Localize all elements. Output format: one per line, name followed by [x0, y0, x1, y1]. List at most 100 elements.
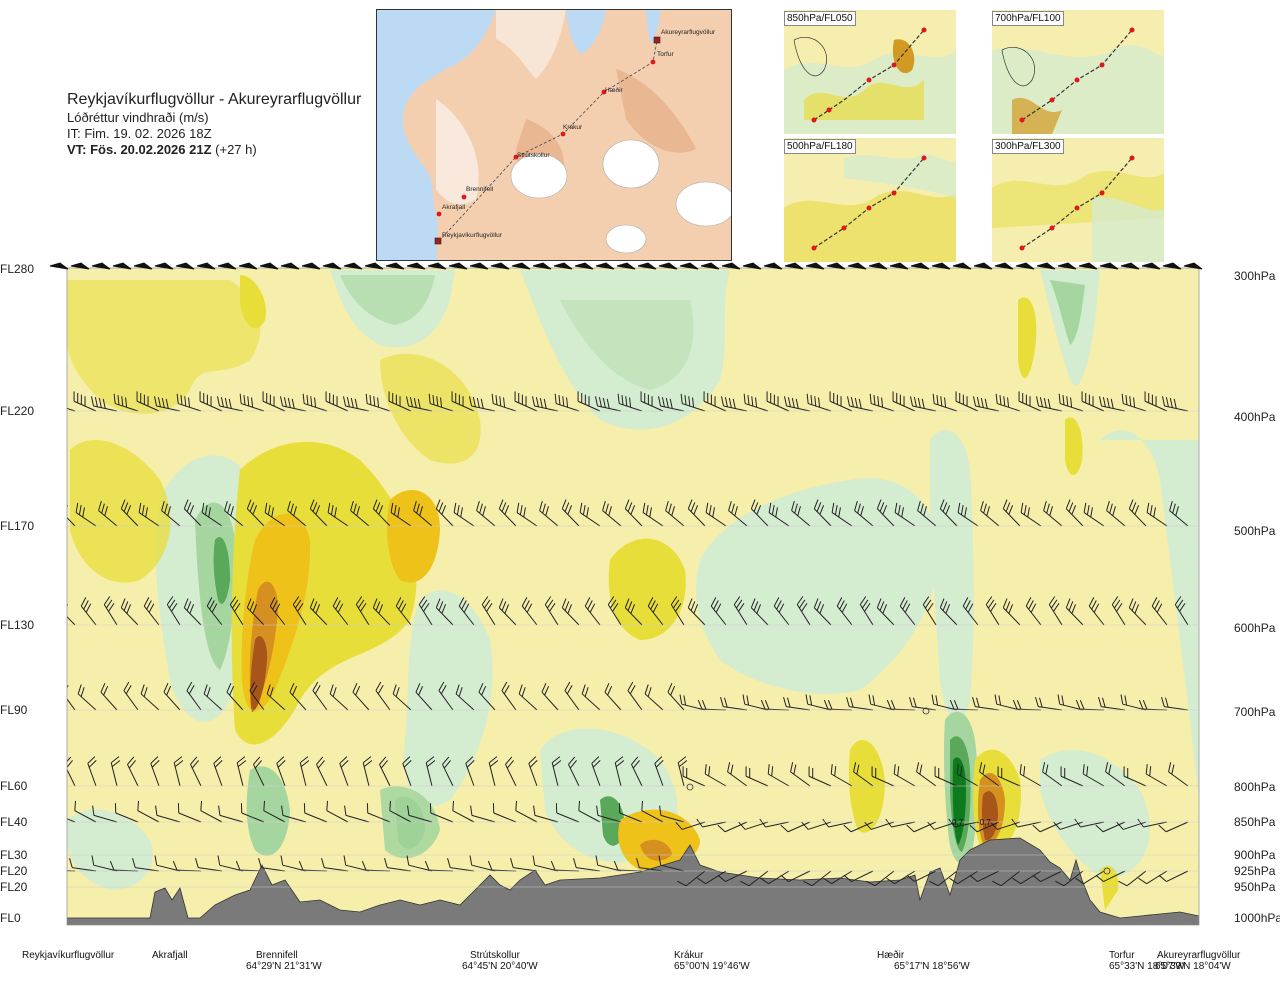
wind-barb — [70, 262, 90, 270]
wind-barb — [738, 821, 769, 830]
wind-barb — [249, 681, 265, 711]
wind-barb — [1098, 697, 1126, 711]
wind-barb — [224, 500, 244, 527]
wind-barb — [1116, 821, 1147, 830]
wind-barb — [1048, 596, 1063, 626]
wind-barb — [717, 821, 748, 833]
wind-barb — [808, 766, 832, 787]
wind-barb — [392, 684, 412, 711]
wind-barb — [163, 682, 181, 711]
wind-barb — [997, 766, 1021, 787]
wind-barb — [511, 262, 531, 270]
wind-barb — [637, 262, 657, 270]
wind-barb — [91, 262, 111, 270]
wind-barb — [1151, 597, 1168, 626]
wind-barb — [899, 597, 916, 626]
wind-barb — [514, 391, 538, 412]
waypoint-torfur: Torfur 65°33'N 18°07'W — [1109, 950, 1185, 972]
issue-time: IT: Fim. 19. 02. 2026 18Z — [67, 126, 212, 141]
wind-barb — [949, 870, 979, 885]
wind-barb — [276, 756, 286, 787]
wind-barb — [677, 870, 706, 887]
wind-barb — [733, 596, 748, 626]
wind-barb — [279, 396, 307, 412]
wind-barb — [216, 396, 244, 412]
wind-barb — [1138, 870, 1168, 885]
wind-barb — [427, 262, 447, 270]
wind-barb — [767, 764, 790, 787]
wind-barb — [490, 262, 510, 270]
wind-barb — [1123, 766, 1147, 787]
fl-label: FL130 — [0, 618, 35, 632]
wind-barb — [742, 262, 762, 270]
route-marker-akureyrarflugvollur: Akureyrarflugvöllur — [653, 29, 716, 44]
wind-barb — [1158, 870, 1189, 882]
wind-barb — [784, 262, 804, 270]
level-map-850-label: 850hPa/FL050 — [784, 11, 856, 26]
wind-barb — [217, 262, 237, 270]
wind-barb — [745, 766, 769, 787]
wind-barb — [289, 682, 307, 711]
wind-barb — [962, 597, 979, 626]
wind-barb — [917, 500, 937, 527]
wind-barb — [302, 393, 328, 412]
wind-barb — [238, 262, 258, 270]
pressure-label: 500hPa — [1234, 524, 1276, 538]
wind-barb — [659, 805, 685, 823]
wind-barb — [150, 756, 160, 787]
wind-barb — [813, 598, 832, 626]
route-marker-haedir: Hæðir — [601, 86, 624, 95]
wind-barb — [1002, 598, 1021, 626]
wind-barb — [607, 596, 622, 626]
wind-barb — [1099, 262, 1119, 270]
valid-time: VT: Fös. 20.02.2026 21Z (+27 h) — [67, 142, 257, 157]
wind-barb — [1161, 697, 1189, 711]
wind-barb — [979, 762, 1000, 787]
wind-barb — [385, 262, 405, 270]
wind-barb — [515, 800, 538, 823]
level-map-700: 700hPa/FL100 — [992, 10, 1164, 134]
variable-title: Lóðréttur vindhraði (m/s) — [67, 110, 209, 125]
wind-barb — [931, 262, 951, 270]
wind-barb — [206, 597, 223, 626]
wind-barb — [727, 762, 748, 787]
wind-barb — [932, 393, 958, 412]
wind-barb — [395, 597, 412, 626]
wind-barb — [554, 393, 580, 412]
wind-barb — [1032, 870, 1063, 882]
wind-barbs — [67, 391, 1189, 887]
wind-barb — [544, 596, 559, 626]
wind-barb — [561, 598, 580, 626]
wind-barb — [618, 803, 643, 823]
wind-barb — [342, 396, 370, 412]
wind-barb — [1120, 694, 1147, 711]
svg-text:Akrafjall: Akrafjall — [442, 204, 466, 211]
wind-barb — [372, 499, 391, 527]
wind-barb — [236, 756, 247, 787]
wind-barb — [995, 393, 1021, 412]
wind-barb — [1128, 598, 1147, 626]
wind-barb — [541, 682, 559, 711]
wind-barb — [1002, 499, 1021, 527]
wind-barb — [413, 500, 433, 527]
wind-barb — [470, 805, 496, 823]
wind-barb — [246, 598, 265, 626]
pressure-label: 800hPa — [1234, 780, 1276, 794]
wind-barb — [425, 756, 436, 787]
wind-barb — [103, 596, 118, 626]
wind-barb — [332, 597, 349, 626]
wind-barb — [948, 818, 979, 828]
wind-barb — [280, 855, 307, 872]
wind-barb — [700, 262, 720, 270]
waypoint-akureyrarflugvollur: Akureyrarflugvöllur 65°39'N 18°04'W — [1155, 950, 1241, 972]
wind-barb — [631, 756, 643, 787]
wind-barb — [98, 500, 118, 527]
wind-barb — [1078, 262, 1098, 270]
wind-barb — [710, 597, 727, 626]
fl-label: FL30 — [0, 848, 28, 862]
wind-barb — [1145, 764, 1168, 787]
wind-barb — [906, 821, 937, 833]
wind-barb — [1035, 396, 1063, 412]
wind-barb — [77, 684, 97, 711]
waypoint-strutskollur: Strútskollur 64°45'N 20°40'W — [462, 950, 538, 972]
